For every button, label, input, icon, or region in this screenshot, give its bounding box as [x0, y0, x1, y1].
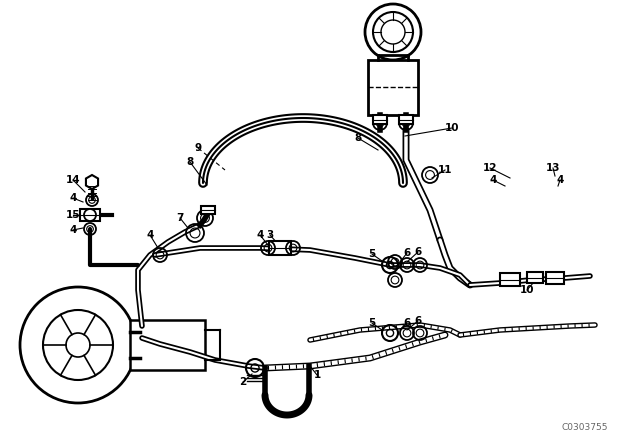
Text: 11: 11 — [438, 165, 452, 175]
Text: 4: 4 — [69, 225, 77, 235]
Bar — [130, 320, 205, 370]
Text: 8: 8 — [355, 133, 362, 143]
Bar — [201, 206, 215, 214]
Circle shape — [373, 12, 413, 52]
Bar — [399, 116, 413, 125]
Text: 4: 4 — [490, 175, 497, 185]
Circle shape — [43, 310, 113, 380]
Text: 14: 14 — [66, 175, 80, 185]
Text: 12: 12 — [483, 163, 497, 173]
Text: 4: 4 — [147, 230, 154, 240]
Text: 4: 4 — [256, 230, 264, 240]
Text: 10: 10 — [520, 285, 534, 295]
Bar — [80, 209, 100, 221]
Text: 6: 6 — [414, 247, 422, 257]
Circle shape — [365, 4, 421, 60]
Text: 10: 10 — [445, 123, 460, 133]
Polygon shape — [86, 175, 98, 189]
Bar — [546, 272, 564, 284]
Bar — [500, 273, 520, 287]
Text: 2: 2 — [239, 377, 246, 387]
Text: 5: 5 — [369, 249, 376, 259]
Text: 6: 6 — [414, 316, 422, 326]
Bar — [527, 272, 543, 284]
Circle shape — [84, 209, 96, 221]
Text: 4: 4 — [69, 193, 77, 203]
Text: 8: 8 — [186, 157, 194, 167]
Text: 3: 3 — [266, 230, 274, 240]
Text: C0303755: C0303755 — [561, 423, 608, 432]
Text: 6: 6 — [403, 248, 411, 258]
Text: 15: 15 — [66, 210, 80, 220]
Text: 5: 5 — [369, 318, 376, 328]
Text: 1: 1 — [314, 370, 321, 380]
Text: 7: 7 — [176, 213, 184, 223]
Text: 13: 13 — [546, 163, 560, 173]
Bar — [269, 241, 291, 255]
Circle shape — [20, 287, 136, 403]
Text: 6: 6 — [403, 318, 411, 328]
Text: 9: 9 — [195, 143, 202, 153]
Bar — [373, 116, 387, 125]
Circle shape — [66, 333, 90, 357]
Text: 4: 4 — [556, 175, 564, 185]
Bar — [368, 60, 418, 115]
